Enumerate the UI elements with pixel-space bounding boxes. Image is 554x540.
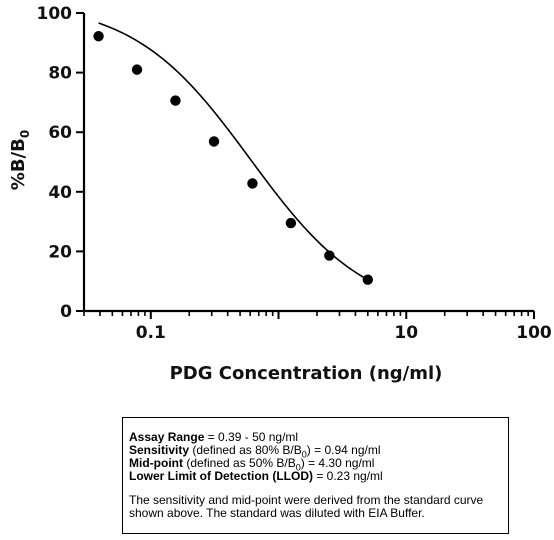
assay-range-line: Assay Range = 0.39 - 50 ng/ml: [129, 431, 502, 444]
sensitivity-subscript: 0: [301, 449, 307, 460]
llod-value: = 0.23 ng/ml: [313, 469, 383, 483]
midpoint-line: Mid-point (defined as 50% B/B0) = 4.30 n…: [129, 456, 502, 473]
sensitivity-line: Sensitivity (defined as 80% B/B0) = 0.94…: [129, 443, 502, 460]
y-tick-label: 100: [37, 4, 73, 24]
axes: 0 20 40 60 80 100 0.1 10 100: [37, 4, 552, 343]
x-tick-label: 100: [516, 323, 552, 343]
data-point: [324, 250, 335, 261]
data-point: [208, 136, 220, 147]
x-tick-label: 0.1: [136, 323, 166, 343]
x-tick-label: 10: [394, 323, 418, 343]
data-point: [362, 274, 374, 285]
llod-label: Lower Limit of Detection (LLOD): [129, 469, 313, 483]
fit-curve-layer: [98, 22, 369, 281]
y-tick-label: 20: [48, 242, 72, 262]
midpoint-label: Mid-point: [129, 456, 183, 470]
assay-range-value: = 0.39 - 50 ng/ml: [204, 430, 299, 444]
standard-curve-chart: 0 20 40 60 80 100 0.1 10 100 PDG Concentration (…: [8, 4, 552, 384]
fit-curve: [98, 22, 369, 281]
y-tick-label: 0: [60, 302, 72, 322]
data-point: [131, 64, 143, 75]
assay-range-label: Assay Range: [129, 430, 205, 444]
data-point: [247, 178, 258, 189]
sensitivity-value: ) = 0.94 ng/ml: [306, 443, 381, 457]
data-point: [170, 95, 181, 106]
y-tick-label: 80: [48, 64, 72, 84]
assay-info-box: Assay Range = 0.39 - 50 ng/ml Sensitivit…: [122, 417, 509, 534]
curve-note: The sensitivity and mid-point were deriv…: [129, 493, 484, 520]
sensitivity-definition: (defined as 80% B/B: [189, 443, 302, 457]
x-axis-title: PDG Concentration (ng/ml): [170, 363, 443, 384]
data-point: [93, 31, 104, 42]
midpoint-value: ) = 4.30 ng/ml: [300, 456, 375, 470]
midpoint-subscript: 0: [295, 462, 301, 473]
y-axis-title: %B/B0: [8, 130, 32, 190]
y-tick-label: 60: [48, 123, 72, 143]
midpoint-definition: (defined as 50% B/B: [182, 456, 296, 470]
data-points-layer: [93, 31, 374, 285]
y-tick-label: 40: [48, 183, 72, 203]
sensitivity-label: Sensitivity: [129, 443, 190, 457]
data-point: [285, 217, 297, 229]
llod-line: Lower Limit of Detection (LLOD) = 0.23 n…: [129, 470, 502, 483]
